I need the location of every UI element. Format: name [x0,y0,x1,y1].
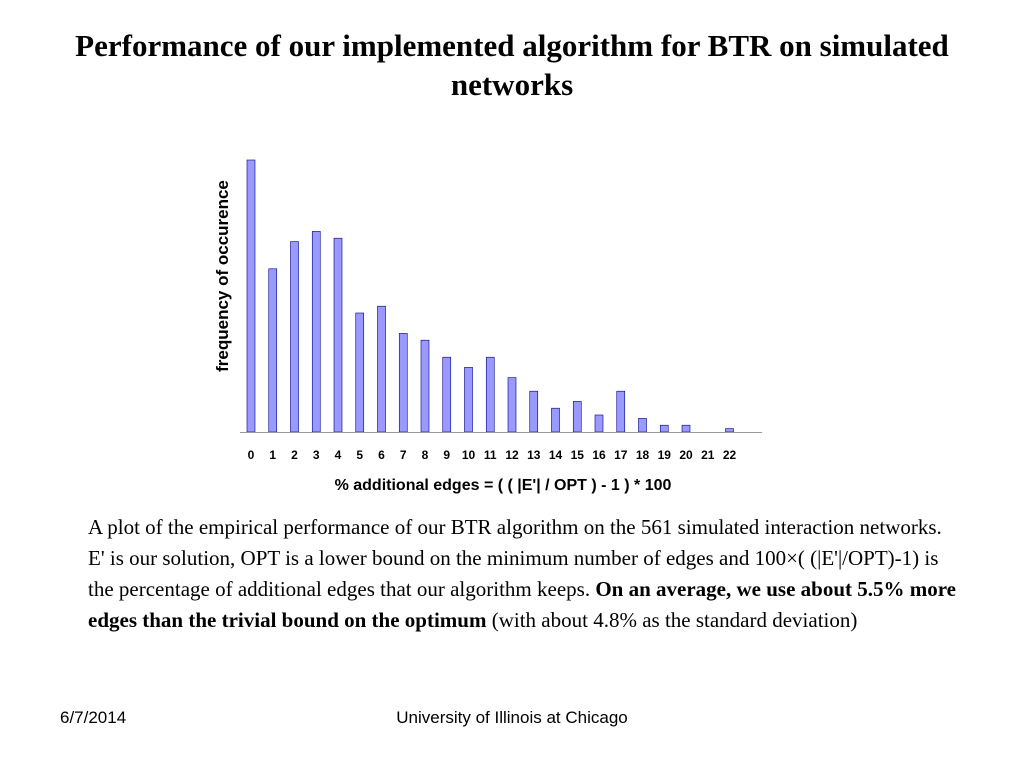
x-tick-label-18: 18 [636,448,650,462]
caption-text-1: A plot of the empirical performance of o… [88,515,942,601]
bar-0 [246,159,256,433]
x-tick-label-10: 10 [462,448,476,462]
bar-12 [507,377,517,433]
bar-19 [659,424,669,433]
bar-11 [485,356,495,433]
bar-9 [442,356,452,433]
x-tick-label-8: 8 [422,448,429,462]
bar-22 [725,428,734,433]
bar-4 [333,237,343,433]
x-tick-label-19: 19 [658,448,672,462]
bar-1 [268,268,278,433]
caption-text-2: (with about 4.8% as the standard deviati… [486,608,858,632]
x-tick-label-7: 7 [400,448,407,462]
bars-group [246,159,734,433]
caption-paragraph: A plot of the empirical performance of o… [88,512,958,636]
x-tick-label-22: 22 [723,448,737,462]
x-tick-label-0: 0 [248,448,255,462]
x-tick-labels: 0 1 2 3 4 5 6 7 8 9 10 11 12 13 14 15 16 17 18 19 20 21 22 [248,448,737,462]
bar-5 [355,312,365,433]
x-tick-label-17: 17 [614,448,628,462]
y-axis-label: frequency of occurence [213,180,232,372]
caption-bold-text: On an average, we use about 5.5% more ed… [88,577,956,632]
bar-18 [638,418,647,433]
x-tick-label-4: 4 [335,448,342,462]
bar-10 [464,367,473,433]
bar-7 [398,333,408,433]
footer-date: 6/7/2014 [60,708,127,727]
x-tick-label-2: 2 [291,448,298,462]
bar-16 [594,414,604,433]
x-tick-label-3: 3 [313,448,320,462]
bar-14 [551,407,560,433]
x-tick-label-1: 1 [269,448,276,462]
bar-8 [420,339,430,433]
bar-6 [377,305,386,433]
bar-2 [290,241,299,433]
x-tick-label-16: 16 [592,448,606,462]
x-tick-label-9: 9 [443,448,450,462]
footer-institution: University of Illinois at Chicago [396,708,628,727]
x-tick-label-11: 11 [484,448,497,462]
bar-17 [616,390,626,433]
bar-13 [529,390,539,433]
x-tick-label-13: 13 [527,448,541,462]
x-tick-label-20: 20 [679,448,693,462]
bar-3 [311,231,321,433]
x-axis-label: % additional edges = ( ( |E'| / OPT ) - … [335,477,672,494]
x-tick-label-5: 5 [356,448,363,462]
bar-15 [572,401,582,433]
x-tick-label-6: 6 [378,448,385,462]
slide-title: Performance of our implemented algorithm… [75,28,949,102]
bar-20 [681,424,691,433]
x-tick-label-14: 14 [549,448,563,462]
x-tick-label-12: 12 [505,448,519,462]
x-tick-label-21: 21 [701,448,715,462]
x-tick-label-15: 15 [571,448,585,462]
